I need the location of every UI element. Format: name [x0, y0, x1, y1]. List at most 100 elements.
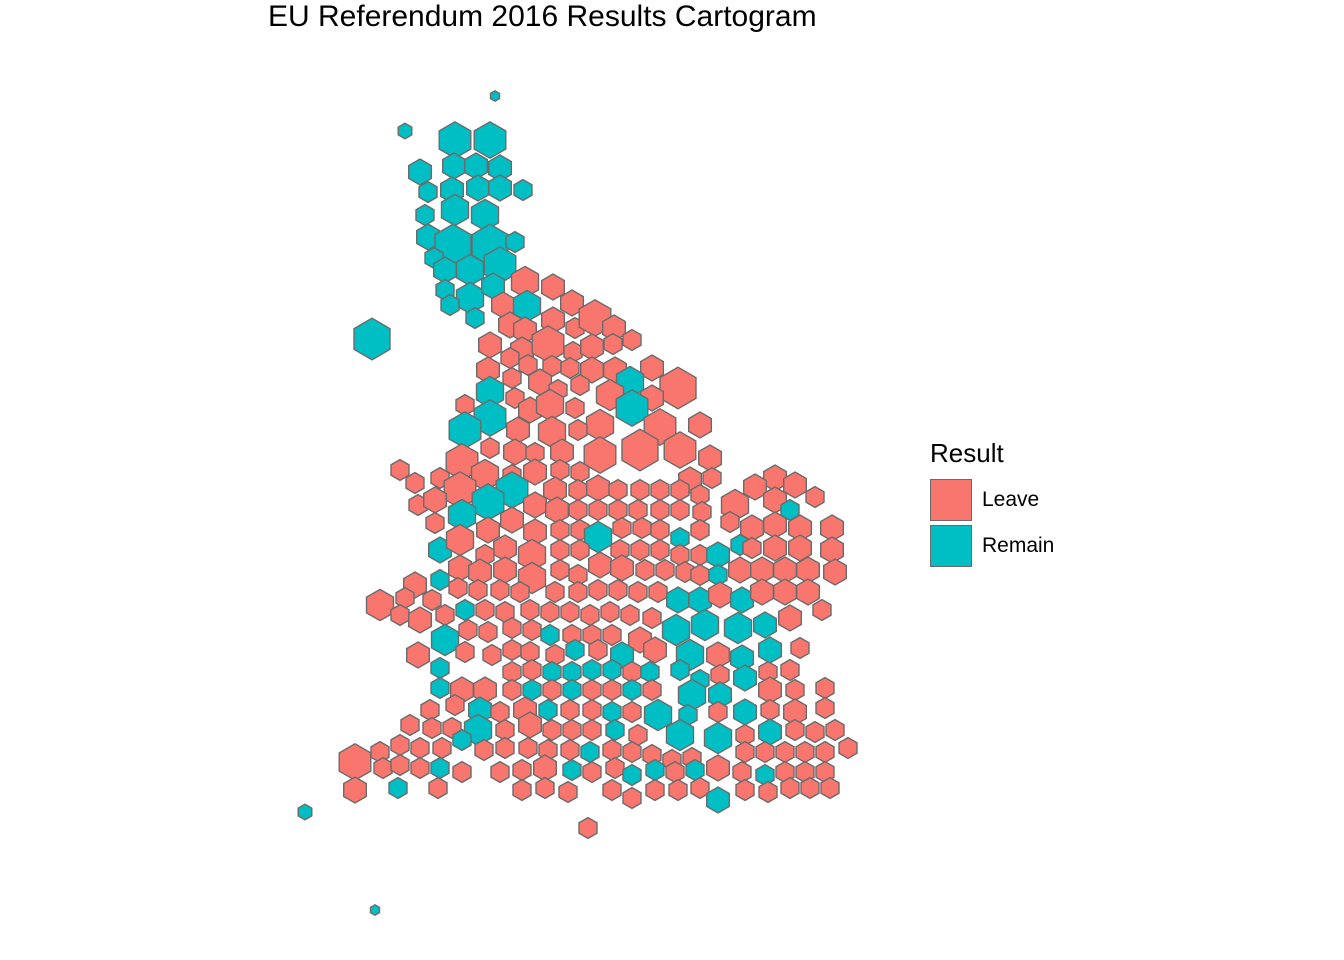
hex-area-leave [735, 740, 755, 764]
hex-area-leave [455, 640, 475, 664]
hex-area-leave [622, 786, 642, 810]
hex-area-leave [550, 518, 570, 542]
chart-title: EU Referendum 2016 Results Cartogram [268, 0, 817, 33]
legend-label-remain: Remain [982, 534, 1055, 557]
hex-area-leave [495, 736, 515, 760]
hex-area-leave [706, 641, 730, 669]
hex-area-leave [570, 460, 590, 484]
hex-area-remain [602, 658, 622, 682]
hex-area-leave [523, 491, 547, 519]
hex-area-remain [466, 174, 490, 202]
hex-area-leave [582, 718, 602, 742]
hex-area-leave [795, 740, 815, 764]
hex-area-remain [753, 611, 777, 639]
hex-area-leave [640, 354, 664, 382]
hex-area-remain [665, 718, 695, 752]
hex-area-leave [343, 776, 367, 804]
hex-area-remain [489, 89, 501, 103]
hex-area-leave [805, 485, 825, 509]
hex-area-leave [800, 776, 820, 800]
hex-area-leave [720, 510, 740, 534]
hex-area-leave [773, 578, 797, 606]
hex-area-remain [464, 152, 488, 180]
hex-area-leave [390, 458, 410, 482]
hex-area-leave [458, 618, 478, 642]
hex-area-remain [615, 388, 649, 428]
hex-area-leave [815, 676, 835, 700]
hex-area-leave [445, 693, 465, 717]
hex-area-leave [535, 388, 565, 422]
hex-area-leave [608, 498, 628, 522]
hex-area-remain [562, 758, 582, 782]
hex-area-leave [742, 536, 762, 560]
hex-area-leave [785, 678, 805, 702]
hex-area-leave [410, 756, 430, 780]
hex-area-leave [815, 740, 835, 764]
hex-area-leave [542, 718, 562, 742]
hex-area-leave [728, 556, 752, 584]
hex-area-remain [415, 203, 435, 227]
hex-area-remain [733, 664, 757, 692]
hex-area-remain [538, 698, 558, 722]
hex-area-leave [452, 760, 472, 784]
legend-item-leave: Leave [930, 477, 1054, 523]
hex-area-leave [535, 776, 555, 800]
hex-area-leave [558, 780, 578, 804]
hex-area-leave [540, 600, 560, 624]
hex-area-remain [602, 700, 622, 724]
hex-area-remain [730, 586, 754, 614]
hex-area-leave [650, 518, 670, 542]
hex-area-leave [583, 435, 617, 475]
hex-area-leave [690, 563, 710, 587]
hex-area-leave [586, 474, 610, 502]
hex-area-leave [796, 578, 820, 606]
hex-area-remain [622, 678, 642, 702]
hex-area-leave [665, 760, 685, 784]
hex-area-leave [405, 471, 425, 495]
hex-area-leave [422, 716, 442, 740]
hex-area-remain [408, 158, 432, 186]
hex-area-leave [562, 718, 582, 742]
hex-area-leave [406, 641, 430, 669]
hex-area-leave [390, 603, 410, 627]
hex-area-leave [650, 538, 670, 562]
hex-area-remain [758, 718, 782, 746]
hex-area-remain [666, 586, 690, 614]
hex-area-leave [735, 778, 755, 802]
hex-area-leave [588, 551, 612, 579]
hex-area-leave [650, 478, 670, 502]
hex-area-leave [632, 516, 652, 540]
hex-area-leave [690, 776, 710, 800]
hex-area-leave [645, 778, 665, 802]
hex-area-leave [602, 623, 622, 647]
hex-area-leave [785, 718, 805, 742]
hex-area-leave [608, 478, 628, 502]
hex-area-remain [388, 776, 408, 800]
hex-area-leave [478, 331, 502, 359]
hex-area-remain [430, 756, 450, 780]
hex-area-leave [578, 816, 598, 840]
hex-area-remain [605, 718, 625, 742]
hex-area-leave [702, 466, 722, 490]
hex-area-leave [338, 742, 372, 782]
hex-area-leave [502, 638, 522, 662]
hex-area-leave [588, 638, 608, 662]
hex-area-leave [622, 700, 642, 724]
hex-area-leave [708, 581, 732, 609]
hex-area-leave [650, 498, 670, 522]
hex-area-leave [698, 444, 722, 472]
hex-area-leave [838, 736, 858, 760]
hex-area-leave [778, 604, 802, 632]
hex-area-leave [506, 416, 530, 444]
hex-area-leave [550, 538, 570, 562]
hex-area-leave [482, 643, 502, 667]
hex-area-leave [585, 408, 615, 442]
hex-area-remain [452, 728, 472, 752]
hex-area-leave [560, 356, 580, 380]
hex-area-leave [820, 536, 844, 564]
hex-area-leave [648, 580, 668, 604]
hex-area-remain [690, 608, 720, 642]
hex-area-leave [568, 580, 588, 604]
hex-area-remain [758, 636, 782, 664]
